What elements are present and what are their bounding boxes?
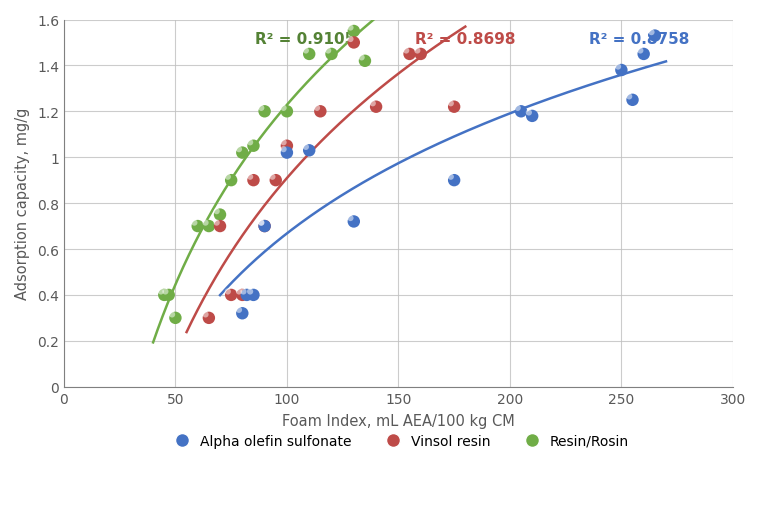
Legend: Alpha olefin sulfonate, Vinsol resin, Resin/Rosin: Alpha olefin sulfonate, Vinsol resin, Re… [162,428,635,454]
Point [225,291,237,299]
Point [444,173,457,181]
Point [269,177,282,185]
Point [322,47,334,55]
Point [259,108,271,116]
Point [221,173,234,181]
Point [225,177,237,185]
Point [300,47,312,55]
Point [648,33,661,41]
Point [244,173,256,181]
Point [247,291,260,299]
Point [626,97,638,105]
Point [303,147,315,155]
Point [511,104,524,112]
Point [523,109,535,117]
Point [247,177,260,185]
Point [236,149,248,157]
Point [170,314,182,322]
Point [154,288,167,296]
Point [359,58,371,66]
Point [403,51,416,59]
Point [214,211,226,219]
Point [345,214,357,222]
Point [634,47,646,55]
Text: R² = 0.9105: R² = 0.9105 [255,32,355,46]
Point [348,39,360,47]
Point [255,219,267,227]
Point [415,51,427,59]
Point [411,47,423,55]
Point [188,219,200,227]
Point [221,288,234,296]
Point [326,51,338,59]
Text: R² = 0.8758: R² = 0.8758 [589,32,689,46]
Point [278,139,290,147]
Point [616,67,628,75]
Point [259,222,271,231]
Point [515,108,527,116]
Point [448,103,460,111]
Point [255,219,267,227]
Point [612,63,624,71]
Point [233,288,245,296]
Point [159,288,171,296]
Point [367,100,379,108]
Point [638,51,650,59]
Point [236,309,248,318]
Point [281,108,293,116]
Point [623,93,635,101]
Point [345,24,357,33]
Point [281,143,293,151]
Point [266,173,279,181]
Point [247,143,260,151]
Point [233,306,245,314]
Point [244,139,256,147]
Point [237,288,250,296]
Point [233,146,245,154]
Point [314,108,326,116]
Point [255,104,267,112]
Point [278,104,290,112]
Point [211,219,223,227]
Point [281,149,293,157]
Point [240,291,253,299]
Point [444,100,457,108]
Point [199,310,212,319]
Text: R² = 0.8698: R² = 0.8698 [415,32,515,46]
Point [158,291,170,299]
Point [311,104,323,112]
Point [211,208,223,216]
Point [303,51,315,59]
Y-axis label: Adsorption capacity, mg/g: Adsorption capacity, mg/g [15,108,30,300]
Point [192,222,204,231]
Point [202,314,215,322]
Point [348,28,360,36]
Point [259,222,271,231]
X-axis label: Foam Index, mL AEA/100 kg CM: Foam Index, mL AEA/100 kg CM [282,413,514,428]
Point [278,146,290,154]
Point [166,310,178,319]
Point [199,219,212,227]
Point [244,288,256,296]
Point [526,112,538,121]
Point [214,222,226,231]
Point [236,291,248,299]
Point [202,222,215,231]
Point [345,36,357,44]
Point [300,144,312,152]
Point [370,103,382,111]
Point [645,29,658,37]
Point [448,177,460,185]
Point [348,218,360,226]
Point [400,47,412,55]
Point [355,54,368,62]
Point [163,291,175,299]
